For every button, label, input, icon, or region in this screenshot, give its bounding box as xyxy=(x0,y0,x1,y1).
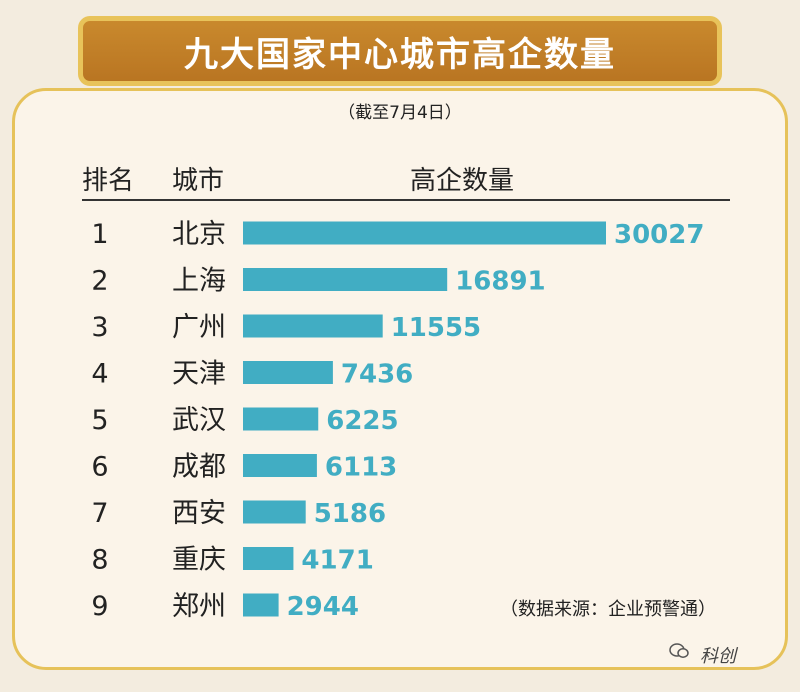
chart-title: 九大国家中心城市高企数量 xyxy=(184,34,616,75)
bar xyxy=(243,454,317,477)
bar xyxy=(243,221,606,245)
value-label: 6113 xyxy=(325,453,397,483)
rank-label: 5 xyxy=(91,405,108,436)
rank-label: 8 xyxy=(91,545,108,576)
value-label: 16891 xyxy=(455,267,545,297)
chart-card xyxy=(12,88,788,670)
city-label: 广州 xyxy=(172,312,226,343)
bar xyxy=(243,314,383,338)
wechat-icon xyxy=(669,643,689,658)
rank-label: 1 xyxy=(91,219,108,250)
watermark-text: 科创 xyxy=(700,646,736,667)
rank-label: 2 xyxy=(91,266,108,297)
bar xyxy=(243,268,448,291)
header-count: 高企数量 xyxy=(410,166,515,196)
bar xyxy=(243,361,333,384)
header-city: 城市 xyxy=(172,166,225,196)
value-label: 5186 xyxy=(314,499,386,529)
city-label: 北京 xyxy=(172,219,226,250)
value-label: 6225 xyxy=(326,406,398,436)
bar xyxy=(243,593,279,617)
data-source: （数据来源：企业预警通） xyxy=(500,599,716,620)
chart-subtitle: （截至7月4日） xyxy=(338,103,462,123)
value-label: 11555 xyxy=(391,313,481,343)
value-label: 30027 xyxy=(614,220,704,250)
column-headers: 排名 城市 高企数量 xyxy=(0,160,800,196)
header-rank: 排名 xyxy=(82,166,135,196)
bar xyxy=(243,407,319,431)
bar xyxy=(243,547,294,570)
city-label: 成都 xyxy=(172,452,226,483)
city-label: 重庆 xyxy=(172,545,226,576)
value-label: 7436 xyxy=(341,360,413,390)
title-banner: 九大国家中心城市高企数量 xyxy=(78,16,722,86)
bar xyxy=(243,500,306,524)
value-label: 4171 xyxy=(301,546,373,576)
header-divider xyxy=(82,199,730,201)
rank-label: 7 xyxy=(91,498,108,529)
rank-label: 9 xyxy=(91,591,108,622)
city-label: 西安 xyxy=(172,498,226,529)
rank-label: 6 xyxy=(91,452,108,483)
city-label: 上海 xyxy=(172,266,226,297)
rank-label: 4 xyxy=(91,359,108,390)
city-label: 武汉 xyxy=(172,405,226,436)
city-label: 天津 xyxy=(172,359,226,390)
rank-label: 3 xyxy=(91,312,108,343)
value-label: 2944 xyxy=(287,592,359,622)
city-label: 郑州 xyxy=(172,591,226,622)
